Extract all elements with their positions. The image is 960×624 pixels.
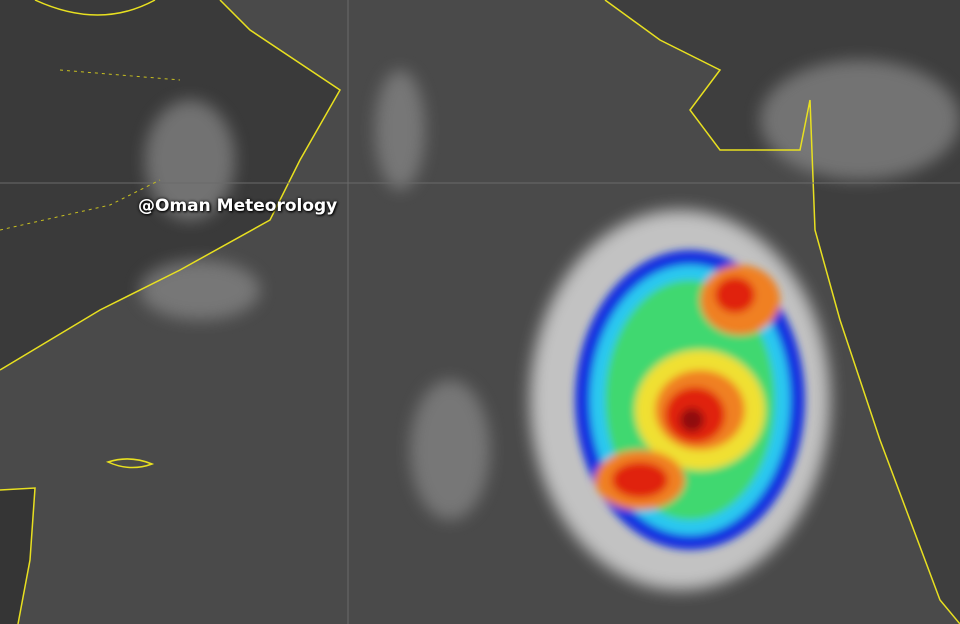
borders — [0, 69, 181, 231]
clouds — [140, 60, 960, 520]
land-somalia — [0, 488, 35, 624]
watermark: @Oman Meteorology — [138, 196, 338, 216]
cyclone-core — [575, 250, 805, 550]
